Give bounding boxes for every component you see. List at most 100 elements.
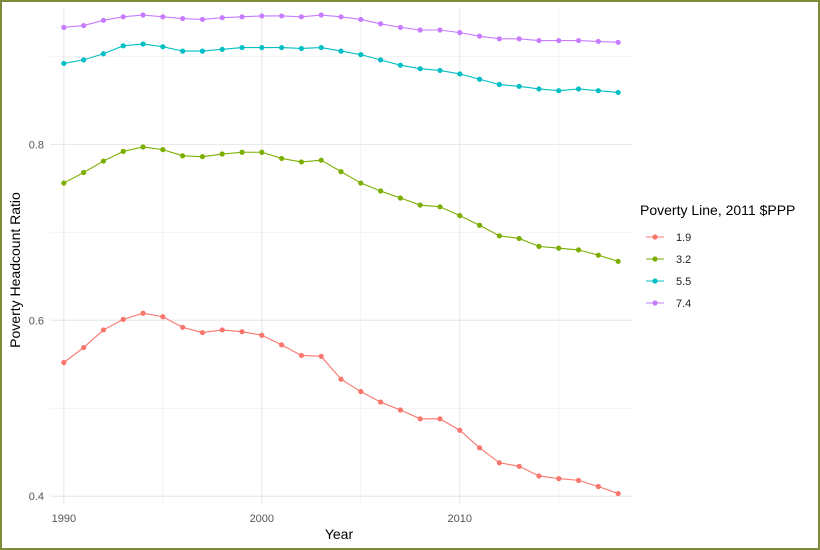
x-tick-label: 2010: [448, 513, 472, 525]
series-7-4-point: [259, 13, 265, 19]
series-1-9-point: [476, 445, 483, 451]
legend-title: Poverty Line, 2011 $PPP: [640, 202, 795, 218]
series-1-9-point: [259, 332, 265, 338]
series-5-5-point: [61, 60, 67, 67]
series-3-2-point: [496, 233, 502, 239]
series-7-4-point: [140, 12, 146, 18]
legend: Poverty Line, 2011 $PPP 1.9 3.2 5.5 7.4: [640, 202, 795, 310]
series-5-5-point: [279, 44, 285, 51]
series-5-5-point: [575, 86, 582, 92]
series-7-4-point: [556, 37, 562, 44]
series-3-2-point: [219, 151, 225, 157]
series-1-9-point: [298, 352, 305, 359]
legend-label: 3.2: [676, 254, 691, 266]
series-5-5: [61, 41, 621, 96]
series-3-2-point: [61, 180, 67, 186]
series-3-2-point: [239, 149, 245, 155]
series-3-2-point: [417, 202, 423, 208]
series-1-9-point: [496, 460, 502, 466]
series-7-4-point: [476, 33, 483, 39]
series-5-5-point: [140, 41, 146, 47]
series-7-4-point: [377, 21, 384, 27]
series-7-4-point: [457, 30, 463, 36]
series-7-4-point: [120, 14, 126, 20]
series-3-2: [61, 144, 621, 264]
series-1-9-point: [81, 344, 87, 351]
series-5-5-point: [318, 44, 324, 51]
series-1-9-point: [338, 376, 344, 382]
series-1-9-point: [239, 329, 245, 335]
series-1-9-point: [120, 316, 126, 322]
series-1-9-point: [516, 463, 522, 469]
series-5-5-point: [160, 44, 166, 50]
series-5-5-point: [259, 44, 265, 51]
series-3-2-point: [377, 188, 384, 194]
series-3-2-point: [180, 153, 186, 159]
series-1-9: [61, 310, 621, 497]
series-5-5-point: [100, 51, 107, 57]
series-1-9-point: [437, 416, 443, 422]
series-1-9-point: [100, 327, 107, 333]
series-5-5-point: [457, 71, 463, 77]
series-5-5-point: [516, 83, 522, 89]
x-tick-label: 2000: [250, 513, 274, 525]
series-layer: [61, 12, 621, 497]
series-1-9-point: [140, 310, 146, 316]
series-1-9-point: [180, 324, 186, 330]
series-5-5-point: [476, 76, 483, 82]
series-5-5-point: [556, 88, 562, 94]
series-3-2-point: [595, 252, 601, 258]
series-1-9-point: [160, 314, 166, 320]
series-5-5-point: [120, 43, 126, 49]
series-1-9-point: [61, 359, 67, 366]
legend-key-point: [652, 256, 658, 262]
legend-key-point: [652, 300, 658, 306]
series-3-2-point: [259, 149, 265, 155]
series-7-4-point: [239, 14, 245, 20]
series-7-4-point: [595, 38, 601, 45]
y-tick-label: 0.8: [29, 139, 44, 151]
series-7-4-point: [61, 24, 67, 30]
series-1-9-point: [417, 416, 423, 422]
series-3-2-point: [575, 247, 582, 253]
legend-item-5-5: 5.5: [646, 276, 691, 288]
series-7-4: [61, 12, 621, 45]
series-5-5-point: [338, 48, 344, 54]
legend-label: 7.4: [676, 298, 691, 310]
series-7-4-point: [397, 24, 403, 30]
series-3-2-point: [100, 158, 107, 164]
series-1-9-point: [536, 473, 542, 479]
series-7-4-point: [318, 12, 324, 18]
series-5-5-point: [199, 48, 206, 54]
series-1-9-point: [279, 342, 285, 348]
series-5-5-point: [397, 62, 403, 68]
series-7-4-point: [279, 13, 285, 19]
legend-key-point: [652, 278, 658, 284]
series-3-2-point: [457, 212, 463, 219]
series-3-2-point: [318, 157, 324, 163]
series-7-4-point: [180, 15, 186, 22]
series-7-4-point: [199, 16, 206, 23]
series-1-9-point: [318, 353, 324, 359]
series-5-5-point: [615, 89, 621, 96]
series-1-9-point: [397, 407, 403, 413]
legend-item-7-4: 7.4: [646, 298, 691, 310]
series-3-2-point: [358, 180, 364, 186]
series-7-4-point: [417, 27, 423, 33]
series-7-4-point: [81, 22, 87, 29]
series-7-4-point: [516, 36, 522, 42]
series-5-5-point: [437, 67, 443, 74]
series-7-4-point: [358, 16, 364, 23]
y-axis-title: Poverty Headcount Ratio: [7, 192, 23, 348]
series-3-2-point: [437, 204, 443, 210]
legend-item-1-9: 1.9: [646, 232, 691, 244]
series-3-2-point: [536, 243, 542, 249]
legend-item-3-2: 3.2: [646, 254, 691, 266]
series-7-4-point: [160, 14, 166, 20]
series-5-5-point: [298, 45, 305, 52]
y-tick-label: 0.6: [29, 315, 44, 327]
series-3-2-point: [298, 159, 305, 165]
legend-label: 1.9: [676, 232, 691, 244]
series-5-5-point: [496, 81, 502, 88]
